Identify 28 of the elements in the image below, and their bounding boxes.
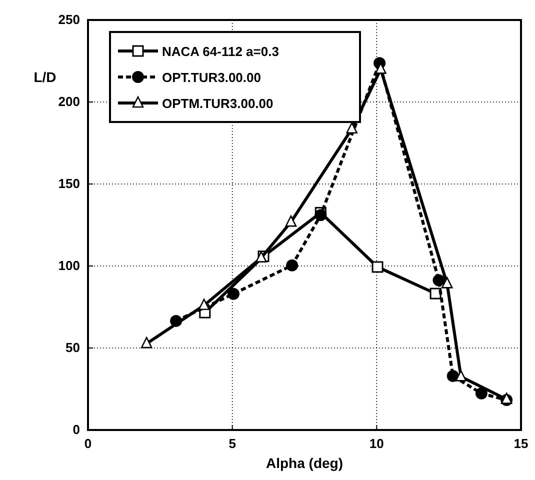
legend-label: OPTM.TUR3.00.00 [162,96,274,111]
point [346,122,358,134]
point [314,209,327,222]
point [285,215,297,227]
point [256,251,267,262]
y-tick-label: 100 [58,258,80,273]
y-tick-label: 250 [58,12,80,27]
point [441,277,453,288]
x-tick-label: 10 [369,436,384,451]
y-tick-label: 50 [66,340,80,355]
y-axis-title: L/D [34,69,56,85]
x-tick-label: 0 [84,436,92,451]
y-tick-label: 0 [72,422,80,437]
y-tick-label: 200 [58,94,80,109]
point [372,261,384,273]
point [227,288,240,300]
point [198,298,210,310]
y-tick-label: 150 [58,176,80,191]
legend-label: NACA 64-112 a=0.3 [162,44,279,59]
legend-label: OPT.TUR3.00.00 [162,70,261,85]
x-tick-label: 15 [514,436,528,451]
point [475,387,488,400]
x-axis-title: Alpha (deg) [266,455,343,471]
point [432,274,445,286]
point [140,336,152,348]
x-tick-label: 5 [228,436,236,451]
point [430,288,442,300]
point [286,259,298,272]
